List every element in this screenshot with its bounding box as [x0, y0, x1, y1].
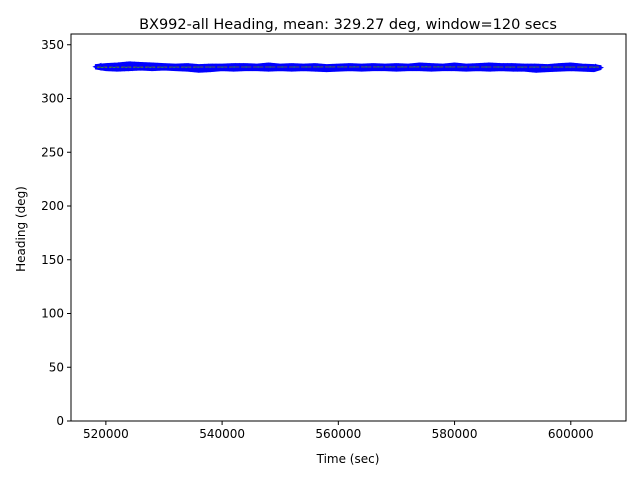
- x-axis: 520000 540000 560000 580000 600000: [83, 421, 594, 441]
- series-raw-heading-line: [95, 60, 602, 74]
- y-tick-label: 350: [41, 38, 64, 52]
- x-tick-label: 600000: [548, 427, 594, 441]
- y-tick-label: 0: [56, 414, 64, 428]
- chart-title: BX992-all Heading, mean: 329.27 deg, win…: [139, 17, 557, 33]
- x-tick-label: 540000: [199, 427, 245, 441]
- y-tick-label: 250: [41, 145, 64, 159]
- x-tick-label: 520000: [83, 427, 129, 441]
- y-tick-label: 300: [41, 92, 64, 106]
- y-axis: 0 50 100 150 200 250 300 350: [41, 38, 71, 428]
- y-tick-label: 100: [41, 307, 64, 321]
- plot-area: [92, 60, 605, 74]
- x-axis-label: Time (sec): [316, 452, 380, 466]
- y-tick-label: 200: [41, 199, 64, 213]
- x-tick-label: 580000: [432, 427, 478, 441]
- y-tick-label: 50: [49, 360, 64, 374]
- x-tick-label: 560000: [315, 427, 361, 441]
- y-axis-label: Heading (deg): [14, 186, 28, 272]
- plot-frame: [70, 33, 627, 422]
- y-tick-label: 150: [41, 253, 64, 267]
- series-raw-end-marker: [595, 63, 605, 72]
- series-raw-start-marker: [92, 62, 102, 71]
